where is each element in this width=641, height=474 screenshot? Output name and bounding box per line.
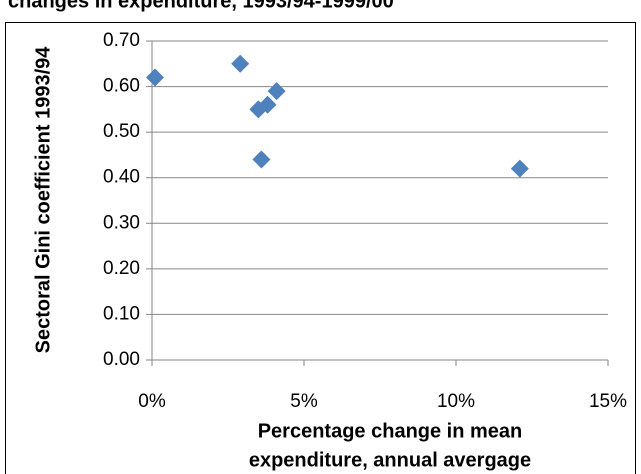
y-tick-label: 0.10	[103, 303, 140, 324]
data-point	[267, 82, 286, 101]
chart-frame	[5, 22, 636, 474]
y-tick-label: 0.60	[103, 76, 140, 97]
data-point	[252, 150, 271, 169]
data-point	[231, 54, 250, 73]
x-tick-label: 15%	[589, 391, 627, 412]
x-tick-label: 0%	[138, 391, 166, 412]
y-tick-label: 0.00	[103, 349, 140, 370]
data-point	[510, 159, 529, 178]
data-point	[146, 68, 165, 87]
x-tick-label: 5%	[290, 391, 318, 412]
y-tick-label: 0.30	[103, 212, 140, 233]
x-axis-label: expenditure, annual avergage	[249, 449, 531, 471]
data-point	[258, 95, 277, 114]
y-axis-label: Sectoral Gini coefficient 1993/94	[32, 46, 54, 354]
x-axis-label: Percentage change in mean	[258, 420, 523, 442]
x-tick-label: 10%	[437, 391, 475, 412]
y-tick-label: 0.50	[103, 121, 140, 142]
chart-title: changes in expenditure, 1993/94-1999/00	[8, 0, 394, 12]
y-tick-label: 0.20	[103, 258, 140, 279]
y-tick-label: 0.40	[103, 167, 140, 188]
y-tick-label: 0.70	[103, 30, 140, 51]
